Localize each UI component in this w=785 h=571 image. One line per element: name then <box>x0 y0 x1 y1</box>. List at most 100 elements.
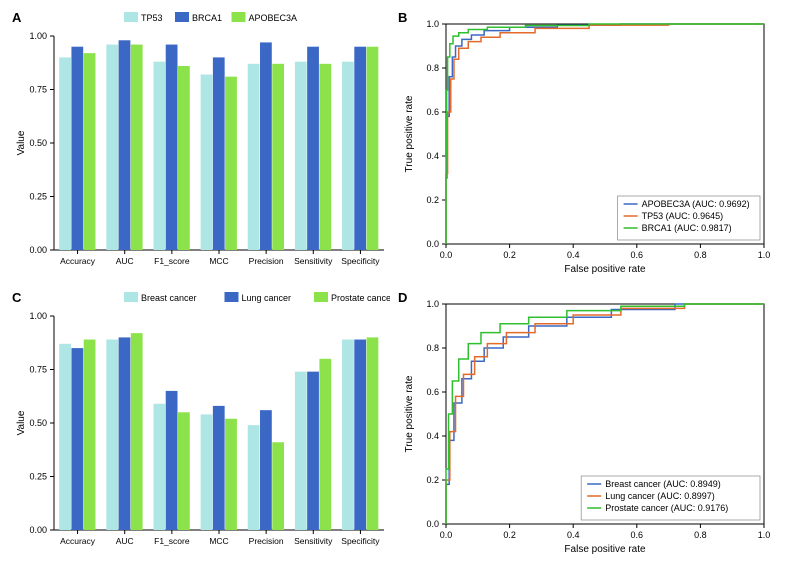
bar <box>166 390 178 529</box>
bar <box>213 405 225 529</box>
svg-text:Accuracy: Accuracy <box>60 256 96 266</box>
bar <box>119 40 131 250</box>
svg-text:0.25: 0.25 <box>29 192 47 202</box>
svg-text:0.6: 0.6 <box>426 387 439 397</box>
svg-text:TP53: TP53 <box>141 13 163 23</box>
bar <box>153 62 165 250</box>
svg-text:MCC: MCC <box>209 536 228 546</box>
bar <box>260 42 272 250</box>
svg-text:Prostate cancer (AUC: 0.9176): Prostate cancer (AUC: 0.9176) <box>605 503 728 513</box>
bar <box>260 410 272 530</box>
bar <box>106 339 118 529</box>
figure-grid: A 0.000.250.500.751.00ValueAccuracyAUCF1… <box>10 10 775 561</box>
panel-d-letter: D <box>398 290 407 305</box>
svg-text:Sensitivity: Sensitivity <box>294 536 333 546</box>
bar <box>131 45 143 250</box>
panel-a: A 0.000.250.500.751.00ValueAccuracyAUCF1… <box>10 10 390 282</box>
bar <box>178 412 190 530</box>
legend: Breast cancer (AUC: 0.8949)Lung cancer (… <box>581 476 760 520</box>
svg-text:0.2: 0.2 <box>503 250 516 260</box>
svg-text:APOBEC3A (AUC: 0.9692): APOBEC3A (AUC: 0.9692) <box>642 199 750 209</box>
bar <box>319 358 331 529</box>
bar <box>319 64 331 250</box>
svg-text:0.4: 0.4 <box>567 530 580 540</box>
svg-text:MCC: MCC <box>209 256 228 266</box>
bar <box>59 343 71 529</box>
bar <box>342 339 354 529</box>
svg-text:0.2: 0.2 <box>426 475 439 485</box>
bar <box>225 77 237 250</box>
bar <box>354 339 366 529</box>
svg-text:1.0: 1.0 <box>426 19 439 29</box>
svg-text:0.2: 0.2 <box>426 195 439 205</box>
bar <box>201 75 213 250</box>
svg-text:0.6: 0.6 <box>631 530 644 540</box>
legend: Breast cancer Lung cancer Prostate cancer <box>124 292 390 303</box>
svg-text:0.6: 0.6 <box>631 250 644 260</box>
svg-text:0.8: 0.8 <box>426 343 439 353</box>
panel-c-letter: C <box>12 290 21 305</box>
legend: APOBEC3A (AUC: 0.9692) TP53 (AUC: 0.9645)… <box>618 196 760 240</box>
bar <box>354 47 366 250</box>
bar <box>225 418 237 529</box>
svg-text:0.75: 0.75 <box>29 364 47 374</box>
svg-text:F1_score: F1_score <box>154 536 190 546</box>
svg-text:F1_score: F1_score <box>154 256 190 266</box>
bar <box>272 442 284 530</box>
panel-b-letter: B <box>398 10 407 25</box>
svg-text:0.6: 0.6 <box>426 107 439 117</box>
svg-text:Sensitivity: Sensitivity <box>294 256 333 266</box>
svg-text:0.0: 0.0 <box>440 530 453 540</box>
svg-text:True positive rate: True positive rate <box>404 375 415 452</box>
bar <box>367 47 379 250</box>
svg-text:1.0: 1.0 <box>758 250 771 260</box>
bar <box>307 47 319 250</box>
bar <box>71 47 83 250</box>
svg-text:Specificity: Specificity <box>341 256 380 266</box>
bar <box>248 425 260 530</box>
svg-text:0.0: 0.0 <box>426 519 439 529</box>
bar <box>367 337 379 530</box>
bar <box>119 337 131 530</box>
svg-text:0.0: 0.0 <box>440 250 453 260</box>
svg-text:Breast cancer (AUC: 0.8949): Breast cancer (AUC: 0.8949) <box>605 479 721 489</box>
svg-text:1.00: 1.00 <box>29 311 47 321</box>
panel-c: C 0.000.250.500.751.00ValueAccuracyAUCF1… <box>10 290 390 562</box>
svg-text:Specificity: Specificity <box>341 536 380 546</box>
svg-text:AUC: AUC <box>116 536 134 546</box>
svg-text:1.0: 1.0 <box>758 530 771 540</box>
svg-text:False positive rate: False positive rate <box>564 544 646 555</box>
svg-text:Breast cancer: Breast cancer <box>141 293 197 303</box>
svg-text:BRCA1: BRCA1 <box>192 13 222 23</box>
svg-text:1.0: 1.0 <box>426 299 439 309</box>
svg-text:0.50: 0.50 <box>29 138 47 148</box>
bar <box>59 57 71 250</box>
bar <box>295 371 307 529</box>
bar <box>71 348 83 530</box>
svg-text:Lung cancer: Lung cancer <box>242 293 292 303</box>
svg-text:1.00: 1.00 <box>29 31 47 41</box>
svg-text:0.75: 0.75 <box>29 85 47 95</box>
bar <box>84 339 96 529</box>
bar <box>131 333 143 530</box>
svg-text:0.25: 0.25 <box>29 471 47 481</box>
svg-text:0.4: 0.4 <box>567 250 580 260</box>
svg-text:0.8: 0.8 <box>694 250 707 260</box>
svg-text:TP53 (AUC: 0.9645): TP53 (AUC: 0.9645) <box>642 211 724 221</box>
svg-text:Value: Value <box>16 410 27 435</box>
svg-text:0.4: 0.4 <box>426 151 439 161</box>
svg-text:APOBEC3A: APOBEC3A <box>249 13 298 23</box>
bar <box>295 62 307 250</box>
svg-text:Accuracy: Accuracy <box>60 536 96 546</box>
bar <box>248 64 260 250</box>
panel-b: B 0.00.20.40.60.81.00.00.20.40.60.81.0Fa… <box>396 10 776 282</box>
svg-text:0.4: 0.4 <box>426 431 439 441</box>
svg-text:Precision: Precision <box>249 536 284 546</box>
svg-text:0.00: 0.00 <box>29 525 47 535</box>
bar <box>213 57 225 250</box>
svg-text:Prostate cancer: Prostate cancer <box>331 293 390 303</box>
svg-text:0.2: 0.2 <box>503 530 516 540</box>
svg-text:0.8: 0.8 <box>694 530 707 540</box>
svg-text:Precision: Precision <box>249 256 284 266</box>
bar <box>201 414 213 530</box>
